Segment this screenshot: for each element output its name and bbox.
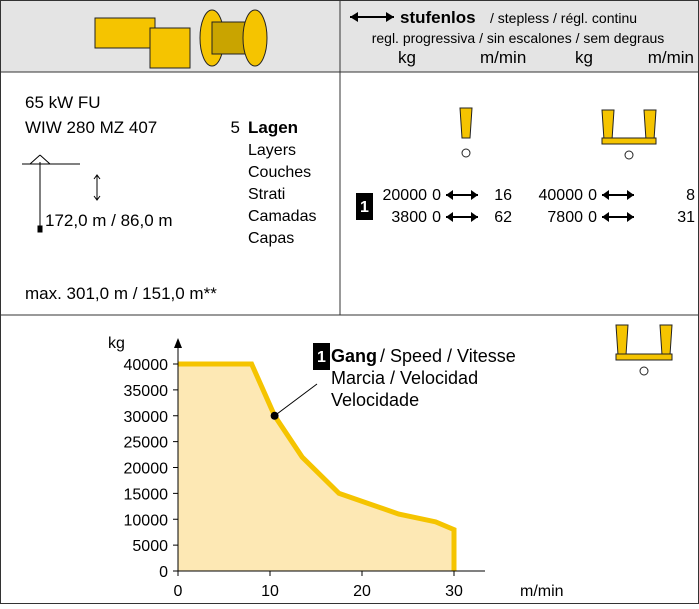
perf-value: 0	[432, 187, 441, 204]
layer-label: Layers	[248, 142, 296, 159]
y-tick-label: 40000	[124, 357, 169, 374]
perf-value: 20000	[383, 187, 428, 204]
power: 65 kW FU	[25, 93, 101, 112]
unit: kg	[398, 48, 416, 67]
perf-value: 40000	[539, 187, 584, 204]
x-tick-label: 10	[261, 583, 279, 600]
page: stufenlos / stepless / régl. continu reg…	[0, 0, 699, 604]
max-height: max. 301,0 m / 151,0 m**	[25, 284, 217, 303]
perf-value: 0	[432, 209, 441, 226]
layer-label: Capas	[248, 230, 294, 247]
y-tick-label: 15000	[124, 486, 169, 503]
layer-label: Lagen	[248, 118, 298, 137]
y-tick-label: 5000	[132, 538, 168, 555]
model: WIW 280 MZ 407	[25, 118, 157, 137]
unit: kg	[575, 48, 593, 67]
y-tick-label: 10000	[124, 512, 169, 529]
annotation-text: Velocidade	[331, 390, 419, 410]
arrow	[602, 190, 634, 200]
height: 172,0 m / 86,0 m	[45, 211, 173, 230]
header-title-rest: / stepless / régl. continu	[490, 10, 637, 26]
x-axis-label: m/min	[520, 583, 564, 600]
leader	[275, 384, 317, 416]
perf-value: 7800	[547, 209, 583, 226]
x-tick-label: 0	[174, 583, 183, 600]
annotation-bold: Gang	[331, 346, 377, 366]
axis-arrow	[174, 338, 182, 348]
arrow	[446, 190, 478, 200]
arrow	[446, 212, 478, 222]
perf-value: 0	[588, 187, 597, 204]
layer-label: Strati	[248, 186, 285, 203]
perf-value: 3800	[391, 209, 427, 226]
double-hook-icon	[602, 110, 656, 159]
x-tick-label: 30	[445, 583, 463, 600]
perf-value: 62	[494, 209, 512, 226]
y-tick-label: 30000	[124, 409, 169, 426]
unit: m/min	[480, 48, 526, 67]
layer-label: Camadas	[248, 208, 316, 225]
annotation-text: / Speed / Vitesse	[380, 346, 516, 366]
layers-count: 5	[231, 118, 240, 137]
y-tick-label: 25000	[124, 435, 169, 452]
hook-icon	[460, 108, 472, 157]
header-subtitle: regl. progressiva / sin escalones / sem …	[372, 30, 665, 46]
gear-number: 1	[360, 199, 369, 216]
perf-value: 31	[677, 209, 695, 226]
gear-number: 1	[317, 349, 326, 366]
y-axis-label: kg	[108, 335, 125, 352]
unit: m/min	[648, 48, 694, 67]
y-tick-label: 35000	[124, 383, 169, 400]
layer-label: Couches	[248, 164, 311, 181]
header-title: stufenlos	[400, 8, 476, 27]
perf-value: 8	[686, 187, 695, 204]
annotation-point	[271, 412, 279, 420]
perf-value: 16	[494, 187, 512, 204]
arrow	[602, 212, 634, 222]
annotation-text: Marcia / Velocidad	[331, 368, 478, 388]
double-hook-icon	[616, 325, 672, 375]
y-tick-label: 20000	[124, 461, 169, 478]
perf-value: 0	[588, 209, 597, 226]
x-tick-label: 20	[353, 583, 371, 600]
y-tick-label: 0	[159, 564, 168, 581]
